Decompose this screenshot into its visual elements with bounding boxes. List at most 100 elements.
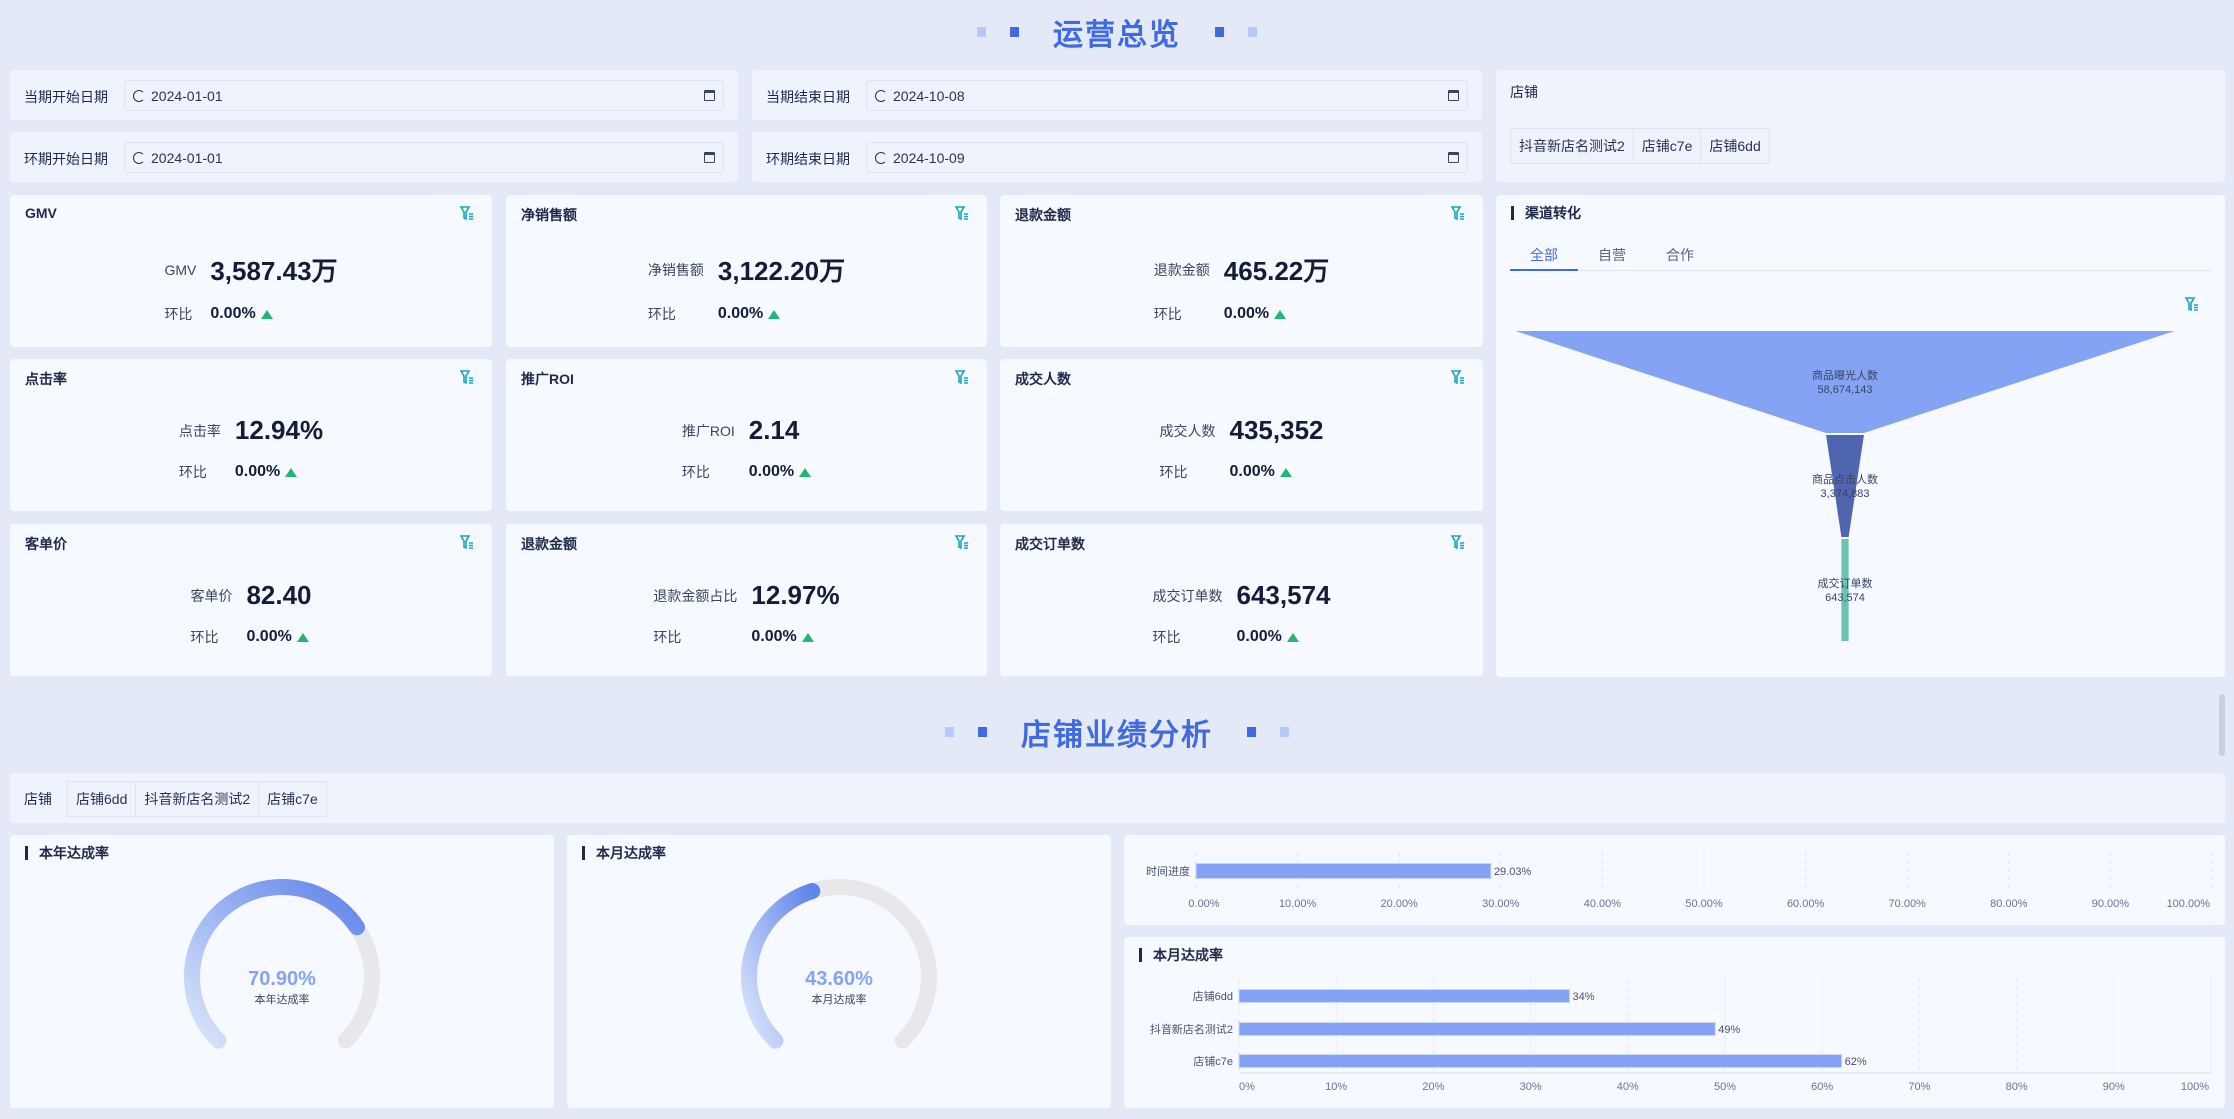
x-tick-label: 80.00% (1990, 898, 2028, 910)
date-filter-panel: 环期结束日期 2024-10-09 (752, 132, 1482, 182)
card-title: 本年达成率 (25, 846, 109, 860)
kpi-value: 82.40 (246, 580, 312, 610)
kpi-label: 点击率 (178, 422, 221, 439)
kpi-change-value: 0.00% (751, 628, 797, 645)
filter-icon[interactable] (460, 535, 474, 549)
filter-icon[interactable] (2185, 297, 2199, 311)
date-picker-input[interactable]: 2024-10-08 (866, 80, 1468, 111)
funnel-stage[interactable] (1515, 331, 2175, 433)
kpi-title: 点击率 (25, 371, 67, 387)
date-picker-input[interactable]: 2024-10-09 (866, 142, 1468, 173)
filter-icon[interactable] (955, 206, 969, 220)
date-label: 环期结束日期 (766, 151, 850, 167)
arrow-up-icon (1274, 309, 1287, 319)
kpi-change-label: 环比 (190, 629, 219, 645)
calendar-icon[interactable] (1448, 152, 1459, 163)
kpi-change-label: 环比 (1153, 306, 1182, 322)
calendar-icon[interactable] (704, 90, 715, 101)
kpi-change-value: 0.00% (1229, 463, 1275, 480)
kpi-change-label: 环比 (647, 306, 676, 322)
store-option[interactable]: 店铺6dd (68, 782, 137, 816)
funnel-stage-name: 商品曝光人数 (1812, 368, 1878, 382)
year-achievement-card: 本年达成率 70.90% 本年达成率 (10, 835, 554, 1108)
kpi-title: 成交人数 (1015, 371, 1071, 387)
date-value: 2024-01-01 (151, 149, 223, 166)
x-tick-label: 90.00% (2092, 898, 2130, 910)
x-tick-label: 60% (1811, 1081, 1833, 1093)
filter-icon[interactable] (1451, 206, 1465, 220)
card-title: 本月达成率 (1139, 948, 1223, 962)
funnel-stage[interactable] (1841, 539, 1849, 641)
x-tick-label: 100% (2181, 1081, 2209, 1093)
bar[interactable] (1238, 1054, 1843, 1068)
kpi-card: 退款金额 退款金额占比 12.97% 环比 0.00% (506, 524, 987, 676)
store-option[interactable]: 店铺6dd (1709, 138, 1761, 154)
filter-icon[interactable] (1451, 370, 1465, 384)
kpi-value: 2.14 (748, 415, 800, 445)
filter-icon[interactable] (955, 370, 969, 384)
funnel-stage[interactable] (1826, 435, 1864, 537)
bar-value-label: 34% (1572, 991, 1594, 1003)
x-tick-label: 70.00% (1889, 898, 1927, 910)
kpi-change-value: 0.00% (717, 305, 764, 322)
gauge-progress (741, 883, 821, 1049)
bar[interactable] (1238, 1022, 1716, 1036)
calendar-icon[interactable] (704, 152, 715, 163)
store-segmented-control: 店铺6dd 抖音新店名测试2 店铺c7e (67, 781, 327, 817)
x-tick-label: 30.00% (1482, 898, 1520, 910)
date-value: 2024-01-01 (151, 87, 223, 104)
time-progress-chart: 0.00% 10.00% 20.00% 30.00% 40.00% 50.00% 60.00… (1146, 852, 2213, 910)
arrow-up-icon (285, 467, 298, 477)
kpi-label: GMV (164, 261, 197, 278)
x-tick-label: 80% (2006, 1081, 2028, 1093)
kpi-value: 435,352 (1229, 415, 1324, 445)
gauge-caption: 本年达成率 (255, 992, 310, 1006)
kpi-change-label: 环比 (178, 464, 207, 480)
section-title-store: 店铺业绩分析 (0, 712, 2234, 752)
time-progress-card: 0.00% 10.00% 20.00% 30.00% 40.00% 50.00% 60.00… (1124, 835, 2225, 925)
filter-icon[interactable] (460, 206, 474, 220)
gauge-caption: 本月达成率 (812, 992, 867, 1006)
y-category-label: 抖音新店名测试2 (1150, 1022, 1233, 1036)
tab-all[interactable]: 全部 (1510, 237, 1578, 271)
arrow-up-icon (260, 309, 273, 319)
tab-cooperation[interactable]: 合作 (1666, 247, 1694, 263)
store-analysis-title: 店铺业绩分析 (1021, 719, 1213, 752)
scrollbar-thumb[interactable] (2219, 694, 2225, 756)
funnel-stage-name: 成交订单数 (1818, 576, 1873, 590)
store-option[interactable]: 店铺c7e (267, 791, 318, 807)
kpi-value: 3,122.20万 (717, 256, 846, 286)
x-tick-label: 50% (1714, 1081, 1736, 1093)
store-option[interactable]: 抖音新店名测试2 (136, 782, 260, 816)
kpi-label: 退款金额 (1153, 261, 1210, 278)
filter-icon[interactable] (955, 535, 969, 549)
x-tick-label: 60.00% (1787, 898, 1825, 910)
kpi-card: 推广ROI 推广ROI 2.14 环比 0.00% (506, 359, 987, 511)
store-option[interactable]: 抖音新店名测试2 (1511, 129, 1634, 163)
kpi-label: 净销售额 (647, 261, 704, 278)
date-picker-input[interactable]: 2024-01-01 (124, 142, 724, 173)
filter-icon[interactable] (460, 370, 474, 384)
month-achievement-bar-card: 本月达成率 0% 10% 20% 30% 40% 50% 60% 70% 80% 90% 100% 店… (1124, 937, 2225, 1108)
x-tick-label: 20.00% (1381, 898, 1419, 910)
kpi-change-label: 环比 (1159, 464, 1188, 480)
bar-value-label: 62% (1845, 1056, 1867, 1068)
bar[interactable] (1238, 989, 1570, 1003)
decor-square-icon (1215, 27, 1224, 37)
store-option[interactable]: 店铺c7e (1634, 129, 1702, 163)
bar[interactable] (1195, 863, 1492, 879)
date-label: 当期结束日期 (766, 89, 850, 105)
calendar-icon[interactable] (1448, 90, 1459, 101)
date-picker-input[interactable]: 2024-01-01 (124, 80, 724, 111)
filter-icon[interactable] (1451, 535, 1465, 549)
date-filter-panel: 当期结束日期 2024-10-08 (752, 70, 1482, 120)
kpi-change-value: 0.00% (246, 628, 292, 645)
x-tick-label: 100.00% (2167, 898, 2211, 910)
kpi-label: 推广ROI (681, 422, 735, 439)
x-tick-label: 70% (1908, 1081, 1930, 1093)
tab-self-operated[interactable]: 自营 (1598, 247, 1626, 263)
kpi-change-label: 环比 (1152, 629, 1181, 645)
decor-square-icon (1010, 27, 1019, 37)
x-tick-label: 90% (2103, 1081, 2125, 1093)
kpi-change-label: 环比 (653, 629, 682, 645)
